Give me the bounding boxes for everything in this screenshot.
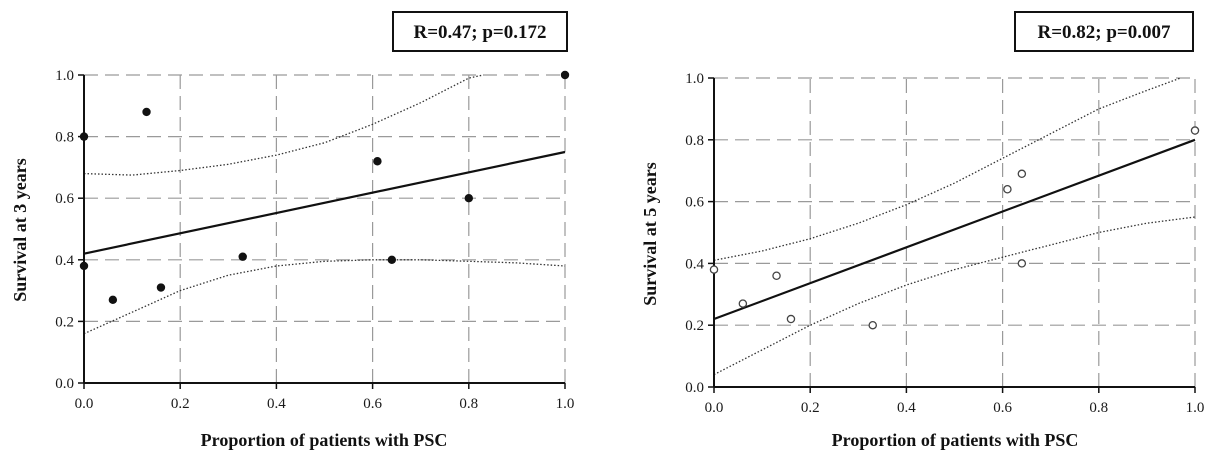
data-point bbox=[464, 194, 473, 203]
x-tick-label: 0.4 bbox=[897, 400, 916, 416]
x-tick-label: 0.4 bbox=[267, 396, 286, 412]
fit-line bbox=[713, 138, 1196, 321]
x-tick-label: 0.0 bbox=[705, 400, 724, 416]
ci-upper-curve bbox=[83, 74, 484, 176]
data-point bbox=[786, 314, 796, 324]
data-point bbox=[1190, 126, 1200, 135]
data-point bbox=[772, 271, 781, 281]
regression-line bbox=[713, 138, 1196, 321]
data-point bbox=[1017, 259, 1027, 268]
y-tick-label: 1.0 bbox=[55, 68, 74, 84]
y-tick-label: 1.0 bbox=[685, 71, 704, 87]
x-tick-label: 0.2 bbox=[801, 400, 820, 416]
x-tick-label: 0.6 bbox=[993, 400, 1012, 416]
data-point bbox=[373, 157, 382, 166]
axes bbox=[708, 77, 1196, 393]
stat-label: R=0.47; p=0.172 bbox=[413, 22, 546, 43]
x-tick-label: 1.0 bbox=[556, 396, 575, 412]
stat-label: R=0.82; p=0.007 bbox=[1037, 22, 1171, 43]
axes bbox=[78, 74, 566, 389]
y-tick-label: 0.0 bbox=[55, 376, 74, 392]
data-point bbox=[1003, 184, 1012, 194]
ci-lower-curve bbox=[713, 216, 1196, 376]
x-tick-label: 0.0 bbox=[75, 396, 94, 412]
survival-3-years-panel: 0.0 0.2 0.4 0.6 0.8 1.0 0.0 0.2 0.4 0.6 0.8 1.0 Pro… bbox=[10, 11, 574, 450]
grid-lines bbox=[714, 77, 1196, 387]
stat-box: R=0.82; p=0.007 bbox=[1014, 11, 1194, 52]
survival-5-years-panel: 0.0 0.2 0.4 0.6 0.8 1.0 0.0 0.2 0.4 0.6 0.8 1.0 Pro… bbox=[640, 11, 1204, 450]
grid-lines bbox=[84, 74, 566, 383]
y-tick-label: 0.4 bbox=[55, 253, 74, 269]
data-points bbox=[709, 126, 1200, 330]
ci-lower-curve bbox=[83, 259, 566, 335]
y-axis-title: Survival at 3 years bbox=[10, 158, 30, 302]
y-tick-label: 0.4 bbox=[685, 256, 704, 272]
y-tick-label: 0.8 bbox=[55, 130, 74, 146]
x-tick-label: 0.8 bbox=[459, 396, 478, 412]
y-axis-title: Survival at 5 years bbox=[640, 162, 660, 306]
y-tick-label: 0.6 bbox=[685, 195, 704, 211]
data-point bbox=[1017, 169, 1027, 179]
confidence-bands bbox=[713, 77, 1196, 376]
stat-box: R=0.47; p=0.172 bbox=[392, 11, 568, 52]
ci-upper-curve bbox=[713, 77, 1181, 261]
data-points bbox=[79, 70, 570, 305]
data-point bbox=[387, 255, 397, 264]
x-axis-title: Proportion of patients with PSC bbox=[201, 430, 448, 450]
y-tick-label: 0.6 bbox=[55, 191, 74, 207]
data-point bbox=[156, 283, 166, 292]
regression-line bbox=[83, 150, 566, 255]
x-tick-label: 0.8 bbox=[1089, 400, 1108, 416]
data-point bbox=[738, 299, 748, 308]
y-tick-label: 0.0 bbox=[685, 380, 704, 396]
fit-line bbox=[83, 150, 566, 255]
data-point bbox=[108, 295, 118, 305]
data-point bbox=[868, 320, 877, 330]
tick-labels: 0.0 0.2 0.4 0.6 0.8 1.0 0.0 0.2 0.4 0.6 0.8 1.0 bbox=[685, 71, 1204, 416]
data-point bbox=[79, 261, 89, 271]
x-tick-label: 0.2 bbox=[171, 396, 190, 412]
data-point bbox=[560, 70, 570, 80]
y-tick-label: 0.8 bbox=[685, 133, 704, 149]
x-tick-label: 1.0 bbox=[1186, 400, 1205, 416]
tick-labels: 0.0 0.2 0.4 0.6 0.8 1.0 0.0 0.2 0.4 0.6 0.8 1.0 bbox=[55, 68, 574, 412]
x-tick-label: 0.6 bbox=[363, 396, 382, 412]
data-point bbox=[79, 132, 89, 141]
data-point bbox=[709, 265, 719, 274]
data-point bbox=[142, 107, 151, 117]
x-axis-title: Proportion of patients with PSC bbox=[832, 430, 1079, 450]
y-tick-label: 0.2 bbox=[55, 314, 74, 330]
y-tick-label: 0.2 bbox=[685, 318, 704, 334]
confidence-bands bbox=[83, 74, 566, 335]
data-point bbox=[238, 252, 247, 261]
